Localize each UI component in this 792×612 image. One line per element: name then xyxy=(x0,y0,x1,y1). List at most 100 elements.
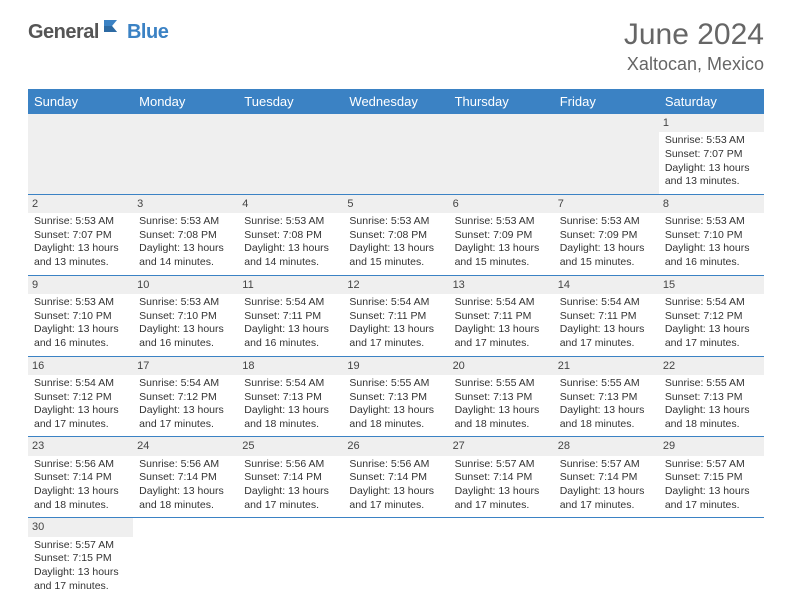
calendar-cell: 12Sunrise: 5:54 AMSunset: 7:11 PMDayligh… xyxy=(343,275,448,356)
daylight-text: Daylight: 13 hours and 18 minutes. xyxy=(665,404,758,431)
sunset-text: Sunset: 7:12 PM xyxy=(665,310,758,324)
calendar-cell: 18Sunrise: 5:54 AMSunset: 7:13 PMDayligh… xyxy=(238,356,343,437)
daylight-text: Daylight: 13 hours and 17 minutes. xyxy=(349,485,442,512)
daylight-text: Daylight: 13 hours and 17 minutes. xyxy=(349,323,442,350)
calendar-cell xyxy=(133,518,238,598)
daylight-text: Daylight: 13 hours and 18 minutes. xyxy=(455,404,548,431)
sunrise-text: Sunrise: 5:57 AM xyxy=(455,458,548,472)
sunset-text: Sunset: 7:10 PM xyxy=(139,310,232,324)
daylight-text: Daylight: 13 hours and 15 minutes. xyxy=(349,242,442,269)
sunrise-text: Sunrise: 5:54 AM xyxy=(244,377,337,391)
daylight-text: Daylight: 13 hours and 18 minutes. xyxy=(139,485,232,512)
calendar-cell: 14Sunrise: 5:54 AMSunset: 7:11 PMDayligh… xyxy=(554,275,659,356)
calendar-cell: 29Sunrise: 5:57 AMSunset: 7:15 PMDayligh… xyxy=(659,437,764,518)
calendar-cell xyxy=(28,114,133,194)
daylight-text: Daylight: 13 hours and 14 minutes. xyxy=(244,242,337,269)
daylight-text: Daylight: 13 hours and 17 minutes. xyxy=(560,323,653,350)
sunrise-text: Sunrise: 5:53 AM xyxy=(665,215,758,229)
sunrise-text: Sunrise: 5:55 AM xyxy=(455,377,548,391)
day-header: Wednesday xyxy=(343,89,448,114)
sunset-text: Sunset: 7:14 PM xyxy=(349,471,442,485)
calendar-cell: 5Sunrise: 5:53 AMSunset: 7:08 PMDaylight… xyxy=(343,194,448,275)
day-number: 15 xyxy=(659,276,764,294)
sunset-text: Sunset: 7:07 PM xyxy=(665,148,758,162)
sunrise-text: Sunrise: 5:53 AM xyxy=(139,215,232,229)
sunset-text: Sunset: 7:11 PM xyxy=(244,310,337,324)
daylight-text: Daylight: 13 hours and 16 minutes. xyxy=(34,323,127,350)
calendar-cell: 22Sunrise: 5:55 AMSunset: 7:13 PMDayligh… xyxy=(659,356,764,437)
sunrise-text: Sunrise: 5:56 AM xyxy=(349,458,442,472)
sunrise-text: Sunrise: 5:53 AM xyxy=(665,134,758,148)
sunset-text: Sunset: 7:14 PM xyxy=(34,471,127,485)
sunset-text: Sunset: 7:09 PM xyxy=(560,229,653,243)
daylight-text: Daylight: 13 hours and 17 minutes. xyxy=(560,485,653,512)
calendar-cell: 4Sunrise: 5:53 AMSunset: 7:08 PMDaylight… xyxy=(238,194,343,275)
daylight-text: Daylight: 13 hours and 17 minutes. xyxy=(665,323,758,350)
calendar-week: 30Sunrise: 5:57 AMSunset: 7:15 PMDayligh… xyxy=(28,518,764,598)
calendar-cell xyxy=(554,518,659,598)
sunrise-text: Sunrise: 5:56 AM xyxy=(244,458,337,472)
daylight-text: Daylight: 13 hours and 16 minutes. xyxy=(665,242,758,269)
day-number: 21 xyxy=(554,357,659,375)
sunset-text: Sunset: 7:10 PM xyxy=(34,310,127,324)
daylight-text: Daylight: 13 hours and 15 minutes. xyxy=(455,242,548,269)
day-number: 23 xyxy=(28,437,133,455)
day-number: 9 xyxy=(28,276,133,294)
daylight-text: Daylight: 13 hours and 17 minutes. xyxy=(34,404,127,431)
sunset-text: Sunset: 7:15 PM xyxy=(665,471,758,485)
calendar-cell xyxy=(133,114,238,194)
calendar-cell: 17Sunrise: 5:54 AMSunset: 7:12 PMDayligh… xyxy=(133,356,238,437)
calendar-cell: 10Sunrise: 5:53 AMSunset: 7:10 PMDayligh… xyxy=(133,275,238,356)
calendar-body: 1Sunrise: 5:53 AMSunset: 7:07 PMDaylight… xyxy=(28,114,764,598)
calendar-cell: 19Sunrise: 5:55 AMSunset: 7:13 PMDayligh… xyxy=(343,356,448,437)
day-number: 5 xyxy=(343,195,448,213)
day-number: 2 xyxy=(28,195,133,213)
calendar-cell: 7 Sunrise: 5:53 AMSunset: 7:09 PMDaylight… xyxy=(554,194,659,275)
daylight-text: Daylight: 13 hours and 18 minutes. xyxy=(244,404,337,431)
sunrise-text: Sunrise: 5:53 AM xyxy=(560,215,653,229)
calendar-cell: 15Sunrise: 5:54 AMSunset: 7:12 PMDayligh… xyxy=(659,275,764,356)
sunrise-text: Sunrise: 5:53 AM xyxy=(34,296,127,310)
sunset-text: Sunset: 7:13 PM xyxy=(455,391,548,405)
daylight-text: Daylight: 13 hours and 16 minutes. xyxy=(139,323,232,350)
day-number: 24 xyxy=(133,437,238,455)
calendar-cell xyxy=(238,114,343,194)
daylight-text: Daylight: 13 hours and 15 minutes. xyxy=(560,242,653,269)
sunset-text: Sunset: 7:13 PM xyxy=(560,391,653,405)
sunset-text: Sunset: 7:14 PM xyxy=(455,471,548,485)
sunset-text: Sunset: 7:14 PM xyxy=(244,471,337,485)
sunset-text: Sunset: 7:11 PM xyxy=(455,310,548,324)
sunset-text: Sunset: 7:14 PM xyxy=(560,471,653,485)
daylight-text: Daylight: 13 hours and 17 minutes. xyxy=(244,485,337,512)
sunrise-text: Sunrise: 5:54 AM xyxy=(34,377,127,391)
calendar-cell xyxy=(238,518,343,598)
sunrise-text: Sunrise: 5:53 AM xyxy=(34,215,127,229)
day-header: Tuesday xyxy=(238,89,343,114)
sunset-text: Sunset: 7:07 PM xyxy=(34,229,127,243)
day-number: 16 xyxy=(28,357,133,375)
calendar-cell: 3Sunrise: 5:53 AMSunset: 7:08 PMDaylight… xyxy=(133,194,238,275)
calendar-cell: 21Sunrise: 5:55 AMSunset: 7:13 PMDayligh… xyxy=(554,356,659,437)
sunrise-text: Sunrise: 5:53 AM xyxy=(139,296,232,310)
day-number: 8 xyxy=(659,195,764,213)
daylight-text: Daylight: 13 hours and 13 minutes. xyxy=(34,242,127,269)
day-header: Saturday xyxy=(659,89,764,114)
calendar-cell xyxy=(659,518,764,598)
day-number: 7 xyxy=(554,195,659,213)
day-number: 27 xyxy=(449,437,554,455)
sunrise-text: Sunrise: 5:53 AM xyxy=(349,215,442,229)
sunrise-text: Sunrise: 5:56 AM xyxy=(34,458,127,472)
day-number: 18 xyxy=(238,357,343,375)
calendar-cell xyxy=(449,114,554,194)
sunrise-text: Sunrise: 5:54 AM xyxy=(455,296,548,310)
day-header: Thursday xyxy=(449,89,554,114)
sunrise-text: Sunrise: 5:53 AM xyxy=(455,215,548,229)
sunrise-text: Sunrise: 5:54 AM xyxy=(349,296,442,310)
location: Xaltocan, Mexico xyxy=(624,54,764,75)
title-block: June 2024 Xaltocan, Mexico xyxy=(624,18,764,75)
day-number: 20 xyxy=(449,357,554,375)
calendar-cell xyxy=(554,114,659,194)
day-number: 14 xyxy=(554,276,659,294)
sunset-text: Sunset: 7:09 PM xyxy=(455,229,548,243)
daylight-text: Daylight: 13 hours and 18 minutes. xyxy=(560,404,653,431)
